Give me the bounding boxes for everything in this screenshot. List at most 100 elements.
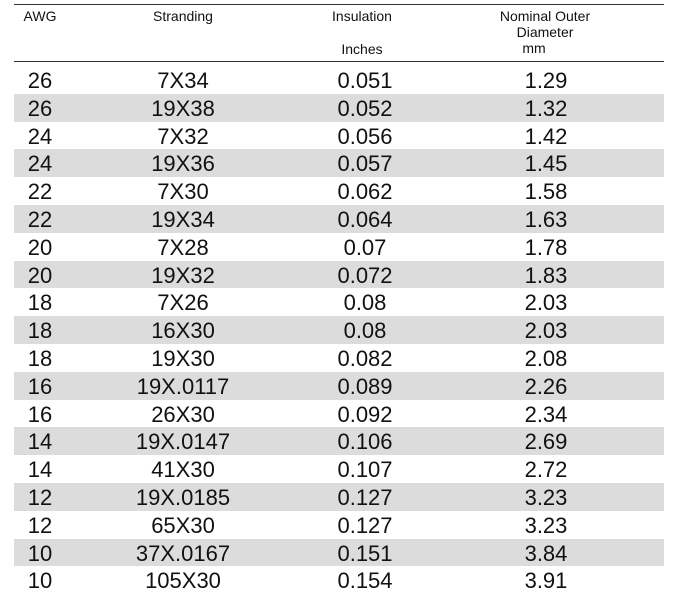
- table-cell: 20: [27, 262, 53, 288]
- table-cell: 2.69: [524, 429, 568, 455]
- header-cell: Insulation: [332, 8, 392, 24]
- table-cell: 18: [27, 318, 53, 344]
- table-cell: 10: [27, 568, 53, 594]
- table-cell: 18: [27, 290, 53, 316]
- table-cell: 2.03: [524, 318, 568, 344]
- table-cell: 0.151: [337, 540, 393, 566]
- table-cell: 0.106: [337, 429, 393, 455]
- table-cell: 19X30: [151, 346, 215, 371]
- table-cell: 3.23: [524, 512, 568, 538]
- table-cell: 3.91: [524, 568, 568, 594]
- table-row: 12 65X30 0.127 3.23: [14, 511, 664, 539]
- table-row: 14 41X30 0.107 2.72: [14, 455, 664, 483]
- table-cell: 0.08: [343, 290, 387, 316]
- table-cell: 19X.0117: [136, 373, 230, 399]
- table-cell: 65X30: [151, 512, 215, 538]
- table-cell: 1.29: [524, 68, 568, 93]
- table-cell: 0.107: [337, 457, 393, 483]
- table-row: 22 19X34 0.064 1.63: [14, 205, 664, 233]
- table-cell: 22: [27, 207, 53, 232]
- table-cell: 41X30: [151, 457, 215, 483]
- table-cell: 24: [27, 151, 53, 177]
- table-row: 26 7X34 0.051 1.29: [14, 66, 664, 94]
- table-cell: 12: [27, 485, 53, 510]
- header-cell: Nominal Outer: [499, 8, 591, 24]
- table-cell: 19X32: [151, 262, 215, 288]
- table-row: 16 26X30 0.092 2.34: [14, 400, 664, 428]
- table-cell: 16X30: [151, 318, 215, 344]
- table-cell: 10: [27, 540, 53, 566]
- table-cell: 3.84: [524, 540, 568, 566]
- table-row: 24 19X36 0.057 1.45: [14, 149, 664, 178]
- table-cell: 2.72: [524, 457, 568, 483]
- table-cell: 1.45: [524, 151, 568, 177]
- header-rule: [14, 61, 664, 62]
- table-cell: 1.58: [524, 179, 568, 205]
- table-row: 12 19X.0185 0.127 3.23: [14, 483, 664, 511]
- table-cell: 7X32: [157, 123, 209, 149]
- table-cell: 0.082: [337, 346, 393, 371]
- table-cell: 14: [27, 429, 53, 455]
- table-cell: 14: [27, 457, 53, 483]
- table-cell: 19X.0185: [135, 485, 231, 510]
- top-rule: [14, 4, 664, 5]
- table-cell: 12: [27, 512, 53, 538]
- table-cell: 2.03: [524, 290, 568, 316]
- table-cell: 24: [27, 123, 53, 149]
- table-cell: 0.092: [337, 401, 393, 427]
- table-cell: 0.154: [337, 568, 393, 594]
- table-row: 18 7X26 0.08 2.03: [14, 288, 664, 316]
- table-cell: 0.07: [343, 234, 387, 260]
- table-cell: 1.42: [524, 123, 568, 149]
- table-cell: 0.127: [337, 485, 393, 510]
- table-cell: 0.057: [337, 151, 393, 177]
- table-cell: 2.34: [524, 401, 568, 427]
- table-row: 20 19X32 0.072 1.83: [14, 260, 664, 289]
- table-cell: 0.052: [337, 95, 393, 121]
- table-row: 22 7X30 0.062 1.58: [14, 177, 664, 205]
- table-cell: 7X34: [157, 68, 209, 93]
- table-cell: 7X26: [157, 290, 209, 316]
- table-cell: 19X38: [151, 95, 215, 121]
- table-cell: 3.23: [524, 485, 568, 510]
- table-cell: 0.127: [337, 512, 393, 538]
- table-row: 18 19X30 0.082 2.08: [14, 344, 664, 372]
- table-row: 10 37X.0167 0.151 3.84: [14, 538, 664, 567]
- table-cell: 7X28: [157, 234, 209, 260]
- table-cell: 16: [27, 401, 53, 427]
- table-cell: 0.051: [337, 68, 393, 93]
- table-row: 20 7X28 0.07 1.78: [14, 233, 664, 261]
- table-cell: 19X34: [151, 207, 215, 232]
- table-cell: 2.08: [524, 346, 568, 371]
- table-cell: 7X30: [157, 179, 209, 205]
- table-cell: 37X.0167: [135, 540, 231, 566]
- table-row: 18 16X30 0.08 2.03: [14, 316, 664, 344]
- table-cell: 1.63: [524, 207, 568, 232]
- table-cell: 1.83: [524, 262, 568, 288]
- table-cell: 26: [27, 68, 53, 93]
- header-cell: Diameter: [516, 24, 574, 40]
- table-row: 10 105X30 0.154 3.91: [14, 566, 664, 594]
- table-cell: 0.056: [337, 123, 393, 149]
- table-cell: 22: [27, 179, 53, 205]
- table-row: 14 19X.0147 0.106 2.69: [14, 427, 664, 456]
- table-row: 24 7X32 0.056 1.42: [14, 122, 664, 150]
- table-cell: 26X30: [151, 401, 215, 427]
- table-cell: 0.08: [343, 318, 387, 344]
- table-cell: 20: [27, 234, 53, 260]
- table-cell: 0.089: [337, 373, 393, 399]
- table-cell: 1.78: [524, 234, 568, 260]
- table-row: 26 19X38 0.052 1.32: [14, 93, 664, 122]
- table-cell: 2.26: [524, 373, 568, 399]
- table-cell: 16: [27, 373, 53, 399]
- table-cell: 18: [27, 346, 53, 371]
- header-cell: AWG: [23, 8, 57, 24]
- header-cell: mm: [522, 40, 546, 56]
- table-cell: 0.072: [337, 262, 393, 288]
- table-row: 16 19X.0117 0.089 2.26: [14, 371, 664, 400]
- table-cell: 1.32: [524, 95, 568, 121]
- table-cell: 105X30: [145, 568, 221, 594]
- table-cell: 26: [27, 95, 53, 121]
- table-cell: 19X.0147: [135, 429, 231, 455]
